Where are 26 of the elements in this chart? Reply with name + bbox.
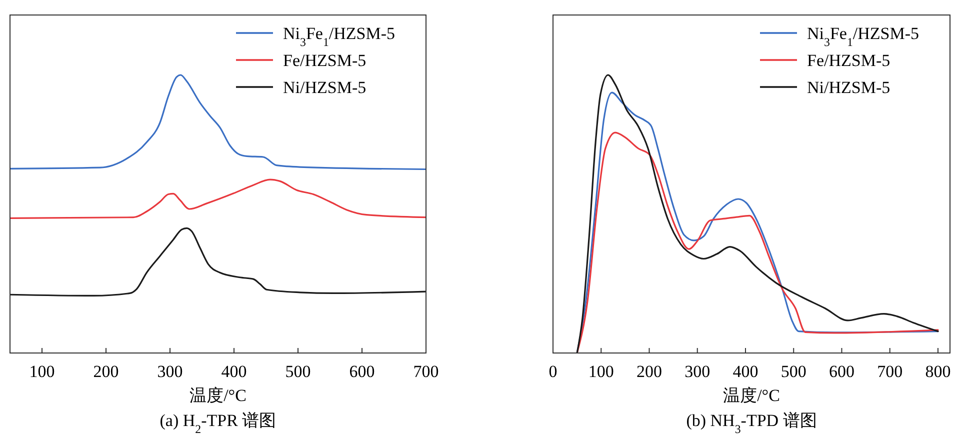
x-tick-label: 700 — [413, 362, 439, 381]
x-axis-title: 温度/°C — [190, 386, 246, 405]
x-tick-label: 600 — [828, 362, 854, 381]
legend-label: Ni$_{3}$Fe$_{1}$/HZSM-5 — [807, 24, 920, 49]
x-axis-title: 温度/°C — [723, 386, 780, 405]
x-tick-label: 200 — [636, 362, 662, 381]
x-tick-label: 100 — [29, 362, 55, 381]
x-tick-label: 100 — [588, 362, 614, 381]
x-tick-label: 700 — [877, 362, 903, 381]
legend-label: Ni/HZSM-5 — [807, 78, 890, 97]
legend-label: Fe/HZSM-5 — [807, 51, 890, 70]
text: (a) H$_{2}$-TPR 谱图 — [160, 411, 276, 435]
x-tick-label: 400 — [732, 362, 758, 381]
x-tick-label: 500 — [285, 362, 311, 381]
x-tick-label: 400 — [221, 362, 247, 381]
x-tick-label: 800 — [925, 362, 951, 381]
x-tick-label: 500 — [780, 362, 806, 381]
legend-label: Ni$_{3}$Fe$_{1}$/HZSM-5 — [283, 24, 396, 49]
x-tick-label: 0 — [548, 362, 558, 381]
x-tick-label: 200 — [93, 362, 119, 381]
text: (b) NH$_{3}$-TPD 谱图 — [686, 411, 817, 435]
x-tick-label: 300 — [157, 362, 183, 381]
x-tick-label: 300 — [684, 362, 710, 381]
legend-label: Ni/HZSM-5 — [283, 78, 366, 97]
legend-label: Fe/HZSM-5 — [283, 51, 366, 70]
x-tick-label: 600 — [349, 362, 375, 381]
